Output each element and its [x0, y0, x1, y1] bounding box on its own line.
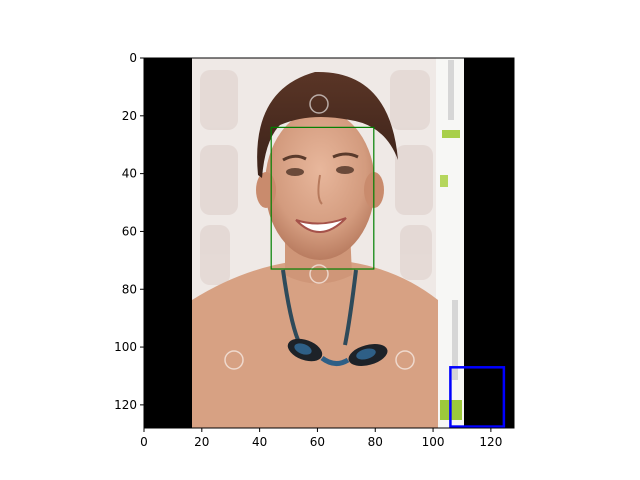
nose	[317, 174, 323, 205]
y-tick-label: 20	[122, 109, 137, 123]
face-box	[270, 126, 375, 270]
green-mark	[440, 175, 448, 187]
y-tick-label: 120	[114, 398, 137, 412]
eyebrow	[332, 152, 359, 159]
text-strip	[448, 60, 454, 120]
y-tick-label: 0	[129, 51, 137, 65]
swim-goggles	[287, 338, 388, 366]
x-tick-label: 0	[140, 435, 148, 449]
x-tick-label: 60	[310, 435, 325, 449]
y-tick-label: 40	[122, 167, 137, 181]
text-strip	[452, 300, 458, 380]
y-tick-label: 80	[122, 282, 137, 296]
object-box	[449, 366, 506, 428]
photo-image	[144, 58, 514, 428]
x-tick-label: 100	[422, 435, 445, 449]
x-tick-label: 20	[194, 435, 209, 449]
x-tick-label: 80	[368, 435, 383, 449]
x-tick-label: 40	[252, 435, 267, 449]
smile	[295, 217, 347, 233]
x-tick-label: 120	[479, 435, 502, 449]
axes-frame	[143, 57, 515, 429]
watermark	[224, 94, 415, 370]
green-mark	[442, 130, 460, 138]
eye	[286, 168, 304, 176]
y-tick-label: 100	[114, 340, 137, 354]
y-tick-label: 60	[122, 224, 137, 238]
goggles-strap	[281, 269, 358, 346]
hair	[257, 71, 398, 178]
eye	[336, 166, 354, 174]
background-pattern	[200, 70, 433, 285]
eyebrow	[282, 154, 307, 162]
face	[265, 110, 375, 260]
black-padding-right	[464, 58, 514, 428]
ear	[256, 172, 276, 208]
